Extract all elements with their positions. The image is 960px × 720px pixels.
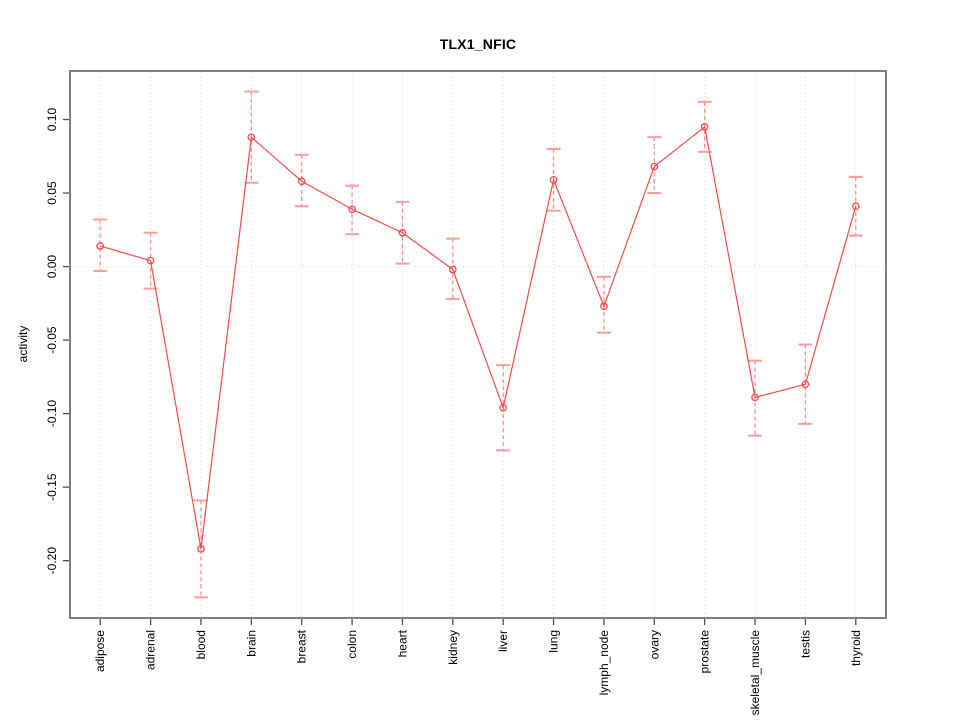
data-point [801,380,810,389]
x-tick-label: testis [798,630,812,658]
chart-title: TLX1_NFIC [439,36,517,52]
data-point [600,302,608,311]
x-tick-label: colon [345,630,359,659]
y-tick-label: -0.05 [45,326,59,354]
x-tick-label: prostate [698,630,712,674]
data-point [851,202,860,211]
data-point [247,133,256,142]
x-tick-label: adrenal [144,630,158,670]
data-point [499,403,508,412]
data-point [398,228,407,237]
y-tick-label: 0.00 [45,255,59,279]
x-tick-label: heart [395,629,409,657]
x-tick-label: breast [295,629,309,663]
series-line [100,125,857,549]
x-tick-label: skeletal_muscle [748,630,762,716]
y-tick-label: -0.15 [45,473,59,501]
data-point [751,393,759,402]
x-tick-label: lung [547,630,561,653]
plot-border [69,70,887,619]
y-tick-label: -0.20 [45,547,59,575]
x-tick-label: adipose [93,630,107,672]
data-point [348,205,356,214]
y-tick-label: 0.10 [45,108,59,132]
data-point [549,175,558,184]
data-point [96,242,105,250]
x-tick-label: kidney [446,630,460,665]
y-tick-label: 0.05 [45,181,59,205]
x-tick-label: brain [244,630,258,657]
data-point [448,265,457,274]
data-point [297,177,306,186]
x-tick-label: blood [194,630,208,659]
data-point [650,162,659,171]
y-tick-label: -0.10 [45,400,59,428]
data-point [700,123,709,131]
x-tick-label: lymph_node [597,630,611,696]
data-point [146,256,155,265]
x-tick-label: thyroid [849,630,863,666]
x-tick-label: ovary [647,630,661,659]
data-point [197,545,205,553]
x-tick-label: liver [496,630,510,652]
